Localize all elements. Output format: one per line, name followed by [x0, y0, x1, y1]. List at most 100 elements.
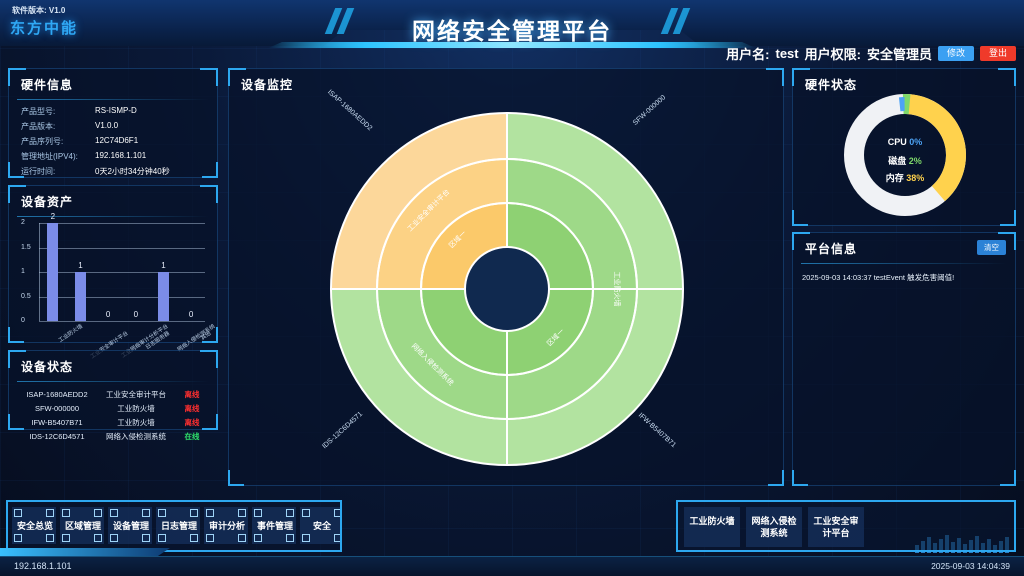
device-id: IDS-12C6D4571 — [29, 432, 85, 441]
nav-item-label: 设备管理 — [113, 521, 150, 531]
donut-svg — [844, 94, 966, 216]
y-tick-label: 2 — [21, 219, 25, 226]
device-monitor-title: 设备监控 — [241, 78, 294, 92]
corner-decoration — [286, 509, 294, 517]
bar-value-label: 0 — [105, 310, 111, 319]
device-status-panel: 设备状态 ISAP-1680AEDD2 工业安全审计平台 离线 SFW-000000 工… — [8, 350, 218, 441]
page-title: 网络安全管理平台 — [412, 18, 612, 44]
grid-line — [39, 321, 205, 322]
bar-item[interactable]: 0 — [102, 223, 114, 321]
x-axis-labels: 工业防火墙 工业安全审计平台 工业网络审计分析平台 日志服务器 网络入侵检测系统 其他 — [39, 321, 216, 361]
cpu-value: 0% — [909, 137, 923, 147]
nav-item-3[interactable]: 日志管理 — [156, 507, 200, 544]
corner-decoration — [254, 509, 262, 517]
device-status-title: 设备状态 — [21, 360, 74, 374]
y-tick-label: 0.5 — [21, 292, 31, 300]
row-value: RS-ISMP-D — [95, 106, 137, 115]
corner-decoration — [46, 509, 54, 517]
bar — [157, 272, 169, 321]
device-status-badge: 在线 — [184, 432, 200, 441]
nav-item-label: 审计分析 — [209, 521, 246, 531]
bar — [47, 223, 59, 321]
grid-line — [39, 272, 205, 273]
device-status-row[interactable]: IFW-B5407B71 工业防火墙 离线 — [9, 415, 217, 429]
memory-metric: 内存 38% — [793, 171, 1017, 184]
device-type: 工业安全审计平台 — [106, 390, 166, 399]
corner-decoration — [142, 534, 150, 542]
bar-item[interactable]: 0 — [185, 223, 197, 321]
username-value: test — [775, 46, 799, 61]
bar-item[interactable]: 1 — [157, 223, 169, 321]
corner-decoration — [238, 509, 246, 517]
role-label: 用户权限: — [804, 47, 861, 62]
grid-line — [39, 223, 205, 224]
row-key: 管理地址(IPV4): — [21, 152, 78, 161]
divider — [17, 99, 209, 100]
hardware-info-row: 产品版本: V1.0.0 — [9, 119, 217, 134]
device-shortcut-0[interactable]: 工业防火墙 — [684, 507, 740, 548]
device-status-row[interactable]: IDS-12C6D4571 网络入侵检测系统 在线 — [9, 429, 217, 443]
device-status-row[interactable]: ISAP-1680AEDD2 工业安全审计平台 离线 — [9, 387, 217, 401]
bar-value-label: 1 — [78, 261, 83, 270]
bar-item[interactable]: 0 — [130, 223, 142, 321]
logo-name: 东方中能 — [10, 20, 79, 37]
device-type: 工业防火墙 — [117, 418, 155, 427]
grid-line — [39, 247, 205, 249]
nav-item-label: 安全总览 — [17, 521, 54, 531]
corner-decoration — [302, 509, 310, 517]
edit-user-button[interactable]: 修改 — [937, 45, 974, 62]
corner-decoration — [302, 534, 310, 542]
nav-item-1[interactable]: 区域管理 — [60, 507, 104, 544]
divider — [17, 216, 209, 217]
disk-metric: 磁盘 2% — [793, 154, 1017, 167]
nav-item-0[interactable]: 安全总览 — [12, 507, 56, 544]
bar-item[interactable]: 1 — [74, 223, 86, 321]
corner-decoration — [238, 534, 246, 542]
status-bar: 192.168.1.101 2025-09-03 14:04:39 — [0, 556, 1024, 576]
corner-decoration — [62, 534, 70, 542]
nav-item-6[interactable]: 安全 — [300, 507, 340, 544]
bar-item[interactable]: 2 — [47, 212, 59, 321]
nav-item-2[interactable]: 设备管理 — [108, 507, 152, 544]
device-status-row[interactable]: SFW-000000 工业防火墙 离线 — [9, 401, 217, 415]
disk-value: 2% — [908, 156, 922, 166]
logout-button[interactable]: 登出 — [979, 45, 1016, 62]
row-value: 192.168.1.101 — [95, 151, 147, 160]
x-tick-label: 工业防火墙 — [57, 323, 84, 345]
corner-decoration — [254, 534, 262, 542]
device-status-badge: 离线 — [184, 390, 200, 399]
bar — [74, 272, 86, 321]
clear-logs-button[interactable]: 清空 — [977, 240, 1006, 255]
row-key: 运行时间: — [21, 167, 56, 176]
corner-decoration — [206, 509, 214, 517]
user-bar: 用户名: test 用户权限: 安全管理员 修改 登出 — [726, 44, 1016, 63]
bar-value-label: 2 — [50, 212, 56, 221]
username-label: 用户名: — [726, 47, 770, 62]
hardware-status-panel: 硬件状态 CPU 0% 磁盘 2% 内存 38% — [792, 68, 1016, 226]
corner-decoration — [158, 534, 166, 542]
nav-item-5[interactable]: 事件管理 — [252, 507, 296, 544]
device-id: SFW-000000 — [34, 404, 80, 413]
sunburst-chart[interactable]: 区域一 区域一 工业安全审计平台 工业防火墙 网络入侵检测系统 ISAP-168… — [229, 89, 785, 487]
bar-series: 2 1 0 0 1 0 — [39, 212, 205, 321]
row-key: 产品序列号: — [21, 137, 64, 146]
hardware-donut-chart[interactable]: CPU 0% 磁盘 2% 内存 38% — [793, 89, 1017, 225]
corner-decoration — [14, 509, 22, 517]
device-status-list: ISAP-1680AEDD2 工业安全审计平台 离线 SFW-000000 工业防火墙离… — [9, 387, 217, 443]
corner-decoration — [110, 509, 118, 517]
device-shortcut-bar: 工业防火墙 网络入侵检测系统 工业安全审计平台 — [676, 500, 1016, 552]
title-underline — [268, 42, 756, 48]
log-line: 2025-09-03 14:03:37 testEvent 触发危害阈值! — [802, 273, 955, 282]
device-monitor-panel: 设备监控 — [228, 68, 1009, 553]
platform-info-panel: 平台信息 清空 2025-09-03 14:03:37 testEvent 触发… — [792, 232, 1016, 486]
platform-log-list[interactable]: 2025-09-03 14:03:37 testEvent 触发危害阈值! — [793, 264, 1015, 283]
nav-item-4[interactable]: 审计分析 — [204, 507, 248, 544]
sunburst-svg: 区域一 区域一 工业安全审计平台 工业防火墙 网络入侵检测系统 — [329, 111, 685, 467]
hardware-info-panel: 硬件信息 产品型号: RS-ISMP-D 产品版本: V1.0.0 产品序列号:… — [8, 68, 218, 178]
status-ribbon — [0, 548, 170, 557]
hardware-info-row: 产品序列号: 12C74D6F1 — [9, 134, 217, 149]
device-shortcut-2[interactable]: 工业安全审计平台 — [808, 507, 864, 548]
device-type: 网络入侵检测系统 — [106, 432, 166, 441]
hardware-info-row: 管理地址(IPV4): 192.168.1.101 — [9, 149, 217, 164]
device-shortcut-1[interactable]: 网络入侵检测系统 — [746, 507, 802, 548]
